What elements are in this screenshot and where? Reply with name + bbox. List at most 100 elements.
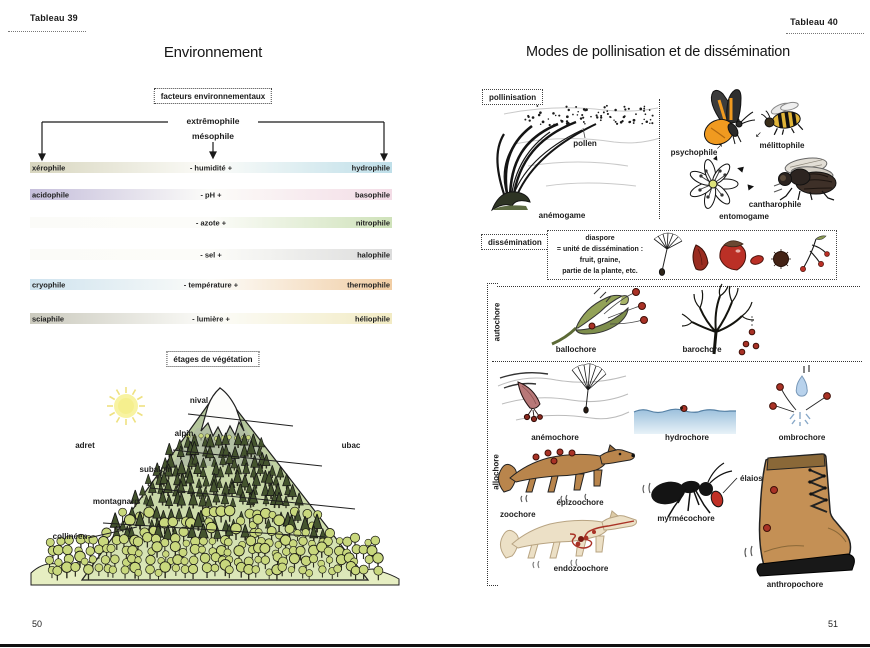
fly-icon: [773, 157, 837, 201]
pollen-cloud: [524, 104, 654, 127]
hydrochore-illustration: [633, 405, 736, 434]
gradient-right-label: hydrophile: [351, 163, 390, 172]
slope-label-adret: adret: [75, 441, 95, 450]
myrmecochore-label: myrmécochore: [657, 514, 715, 523]
gradient-left-label: xérophile: [32, 163, 66, 172]
gradient-right-label: halophile: [357, 250, 390, 259]
pollen-label: pollen: [573, 139, 597, 148]
zone-label-nival: nival: [189, 396, 209, 405]
psychophile-label: psychophile: [670, 148, 718, 157]
bean-seed-icon: [750, 255, 764, 265]
cantharophile-label: cantharophile: [748, 200, 802, 209]
tab-underline-left: [8, 31, 86, 32]
tab-underline-right: [786, 33, 864, 34]
elaiosome-icon: [710, 490, 724, 508]
bracket-tick-top: [487, 283, 498, 284]
entomogame-label: entomogame: [719, 212, 769, 221]
sun-icon: [107, 387, 145, 425]
bracket-tick-bottom: [487, 585, 498, 586]
gradient-bar-salt: - sel + halophile: [30, 249, 392, 260]
dissemination-bracket: [487, 283, 488, 586]
barochore-label: barochore: [682, 345, 722, 354]
myrmecochore-illustration: [642, 462, 738, 518]
boot-sole: [756, 553, 855, 577]
diaspore-line: diaspore: [585, 235, 615, 242]
samara-seed: [517, 381, 543, 423]
bee-icon: [761, 101, 804, 136]
diaspore-definition: diaspore = unité de dissémination : frui…: [552, 234, 648, 277]
slope-label-ubac: ubac: [341, 441, 361, 450]
gradient-right-label: nitrophile: [355, 218, 390, 227]
gradient-left-label: cryophile: [32, 280, 66, 289]
gradient-bar-light: sciaphile - lumière + héliophile: [30, 313, 392, 324]
anemochore-illustration: [497, 363, 630, 423]
flower-icon: [689, 159, 739, 209]
dissemination-box: dissémination: [481, 234, 549, 250]
extremophile-arrows: [38, 121, 388, 162]
page-title-right: Modes de pollinisation et de disséminati…: [525, 44, 791, 60]
diaspore-icons: [653, 232, 830, 276]
anemogame-illustration: [490, 104, 661, 212]
gradient-right-label: thermophile: [347, 280, 390, 289]
gradient-bar-nitrogen: - azote + nitrophile: [30, 217, 392, 228]
mountain-illustration: [30, 386, 400, 586]
zone-label-collineen: collinéen: [52, 532, 88, 541]
gradient-center-label: - sel +: [200, 250, 222, 259]
separator-top: [497, 286, 860, 287]
endozoochore-label: endozoochore: [553, 564, 609, 573]
hooked-seeds: [532, 448, 576, 465]
page-title-left: Environnement: [163, 44, 263, 61]
gradient-left-label: sciaphile: [32, 314, 65, 323]
vegetation-box: étages de végétation: [166, 351, 260, 367]
diaspore-line: partie de la plante, etc.: [562, 267, 638, 275]
grass-blades: [496, 120, 597, 201]
gradient-bar-humidity: xérophile - humidité + hydrophile: [30, 162, 392, 173]
raindrop-icon: [795, 375, 808, 397]
melittophile-label: mélittophile: [759, 141, 805, 150]
zone-label-subalpin: subalpin: [139, 465, 173, 474]
gradient-right-label: basophile: [354, 190, 390, 199]
anthropochore-illustration: [744, 453, 855, 577]
gradient-left-label: acidophile: [32, 190, 70, 199]
ombrochore-illustration: [769, 365, 831, 426]
elaiosome-label: élaiosome: [740, 474, 780, 483]
zone-label-montagnard: montagnard: [92, 497, 140, 506]
zoochore-label: zoochore: [500, 510, 536, 519]
dandelion-seed-icon: [653, 232, 683, 276]
anemogame-label: anémogame: [538, 211, 586, 220]
pappus-seed: [571, 363, 607, 414]
seed-pod-icon: [692, 244, 709, 271]
diaspore-line: = unité de dissémination :: [556, 245, 644, 253]
hooked-seed: [763, 524, 771, 532]
digestive-tract: [569, 520, 635, 549]
gradient-bar-temperature: cryophile - température + thermophile: [30, 279, 392, 290]
separator-autochore: [492, 361, 862, 362]
endozoochore-illustration: [500, 510, 637, 569]
extremophile-label: extrêmophile: [186, 116, 240, 126]
pollination-divider: [659, 99, 660, 219]
factors-box: facteurs environnementaux: [153, 88, 273, 104]
page-number-right: 51: [828, 619, 839, 629]
ombrochore-label: ombrochore: [778, 433, 826, 442]
gradient-center-label: - pH +: [200, 190, 222, 199]
arrow-ne-icon: ↗: [716, 142, 723, 151]
ballochore-label: ballochore: [555, 345, 597, 354]
zone-boundary-lines: [87, 413, 356, 539]
hooked-seed: [770, 486, 778, 494]
autochore-label: autochore: [492, 302, 502, 342]
gradient-right-label: héliophile: [354, 314, 390, 323]
anthropochore-label: anthropochore: [766, 580, 824, 589]
barochore-illustration: [681, 283, 760, 356]
gradient-bar-ph: acidophile - pH + basophile: [30, 189, 392, 200]
arrow-right-icon: ▶: [747, 181, 755, 192]
mesophile-label: mésophile: [191, 131, 235, 141]
burr-icon: [771, 249, 791, 269]
gradient-center-label: - température +: [183, 280, 239, 289]
epizoochore-illustration: [498, 444, 635, 503]
page-bottom-edge: [0, 644, 870, 647]
diaspore-line: fruit, graine,: [579, 256, 621, 264]
epizoochore-label: épizoochore: [556, 498, 604, 507]
berry-branch-icon: [800, 235, 830, 272]
gradient-center-label: - humidité +: [189, 163, 233, 172]
